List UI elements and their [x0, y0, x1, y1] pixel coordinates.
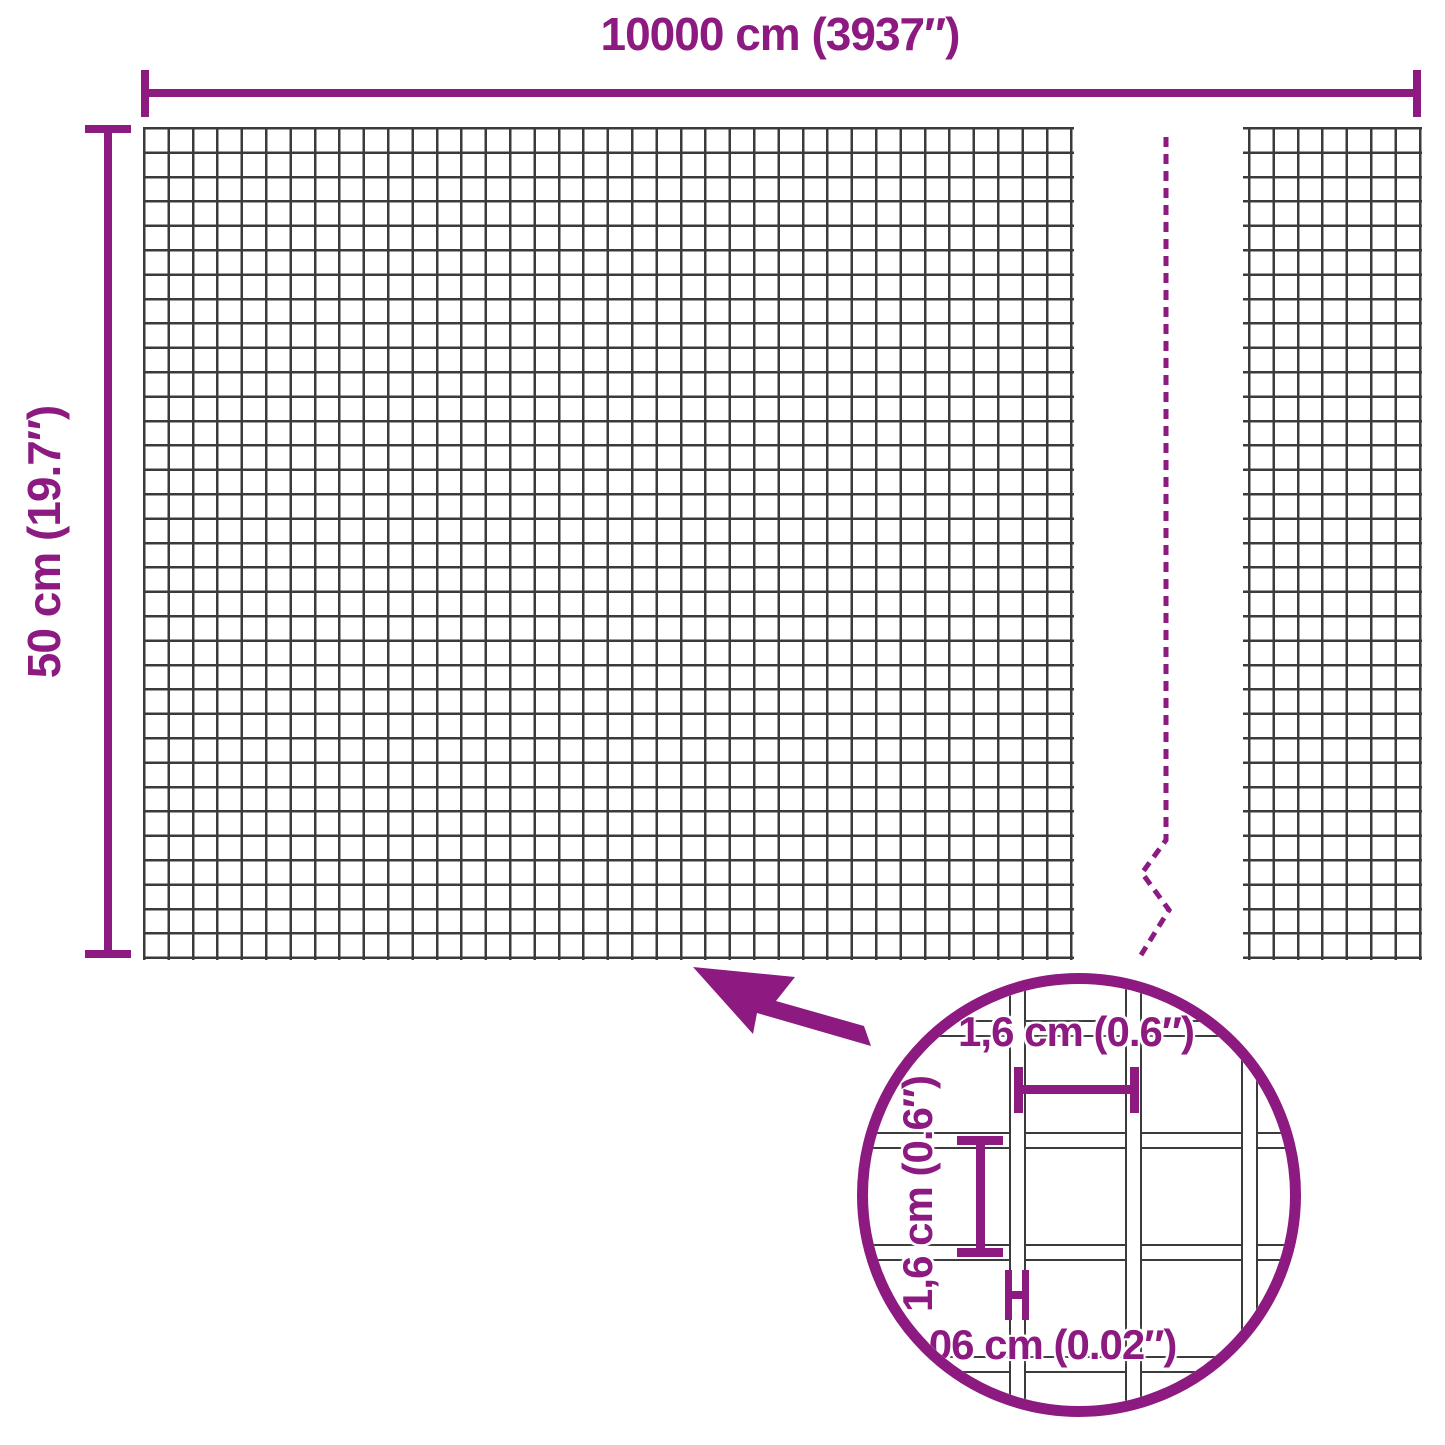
width-dimension-tick-left [141, 70, 149, 117]
wire-horizontal [868, 1244, 1290, 1261]
width-dimension-label: 10000 cm (3937″) [600, 8, 961, 60]
height-dimension-tick-top [85, 125, 131, 133]
wire-horizontal [868, 1132, 1290, 1149]
wire-vertical [1241, 984, 1258, 1406]
wire-horizontal [868, 1356, 1290, 1373]
wire-thickness-label: 0,06 cm (0.02″) [895, 1321, 1178, 1368]
dimension-bar [1005, 1291, 1029, 1299]
detail-mesh: 1,6 cm (0.6″) 1,6 cm (0.6″) 0,06 cm (0.0… [868, 984, 1290, 1406]
width-dimension-tick-right [1413, 70, 1421, 117]
mesh-panel-right [1243, 127, 1422, 960]
opening-height-label: 1,6 cm (0.6″) [894, 1076, 941, 1312]
wire-horizontal [868, 1020, 1290, 1037]
dimension-bar [976, 1136, 985, 1257]
width-dimension-line [145, 89, 1418, 97]
opening-width-label: 1,6 cm (0.6″) [958, 1008, 1195, 1055]
break-line [1138, 137, 1173, 957]
height-dimension-label: 50 cm (19.7″) [18, 405, 70, 679]
mesh-panel-main [143, 127, 1074, 960]
dimension-bar [1014, 1085, 1139, 1094]
zoom-arrow-icon [693, 967, 871, 1046]
height-dimension-tick-bottom [85, 950, 131, 958]
detail-magnifier-circle: 1,6 cm (0.6″) 1,6 cm (0.6″) 0,06 cm (0.0… [857, 973, 1301, 1417]
height-dimension-line [104, 128, 112, 955]
